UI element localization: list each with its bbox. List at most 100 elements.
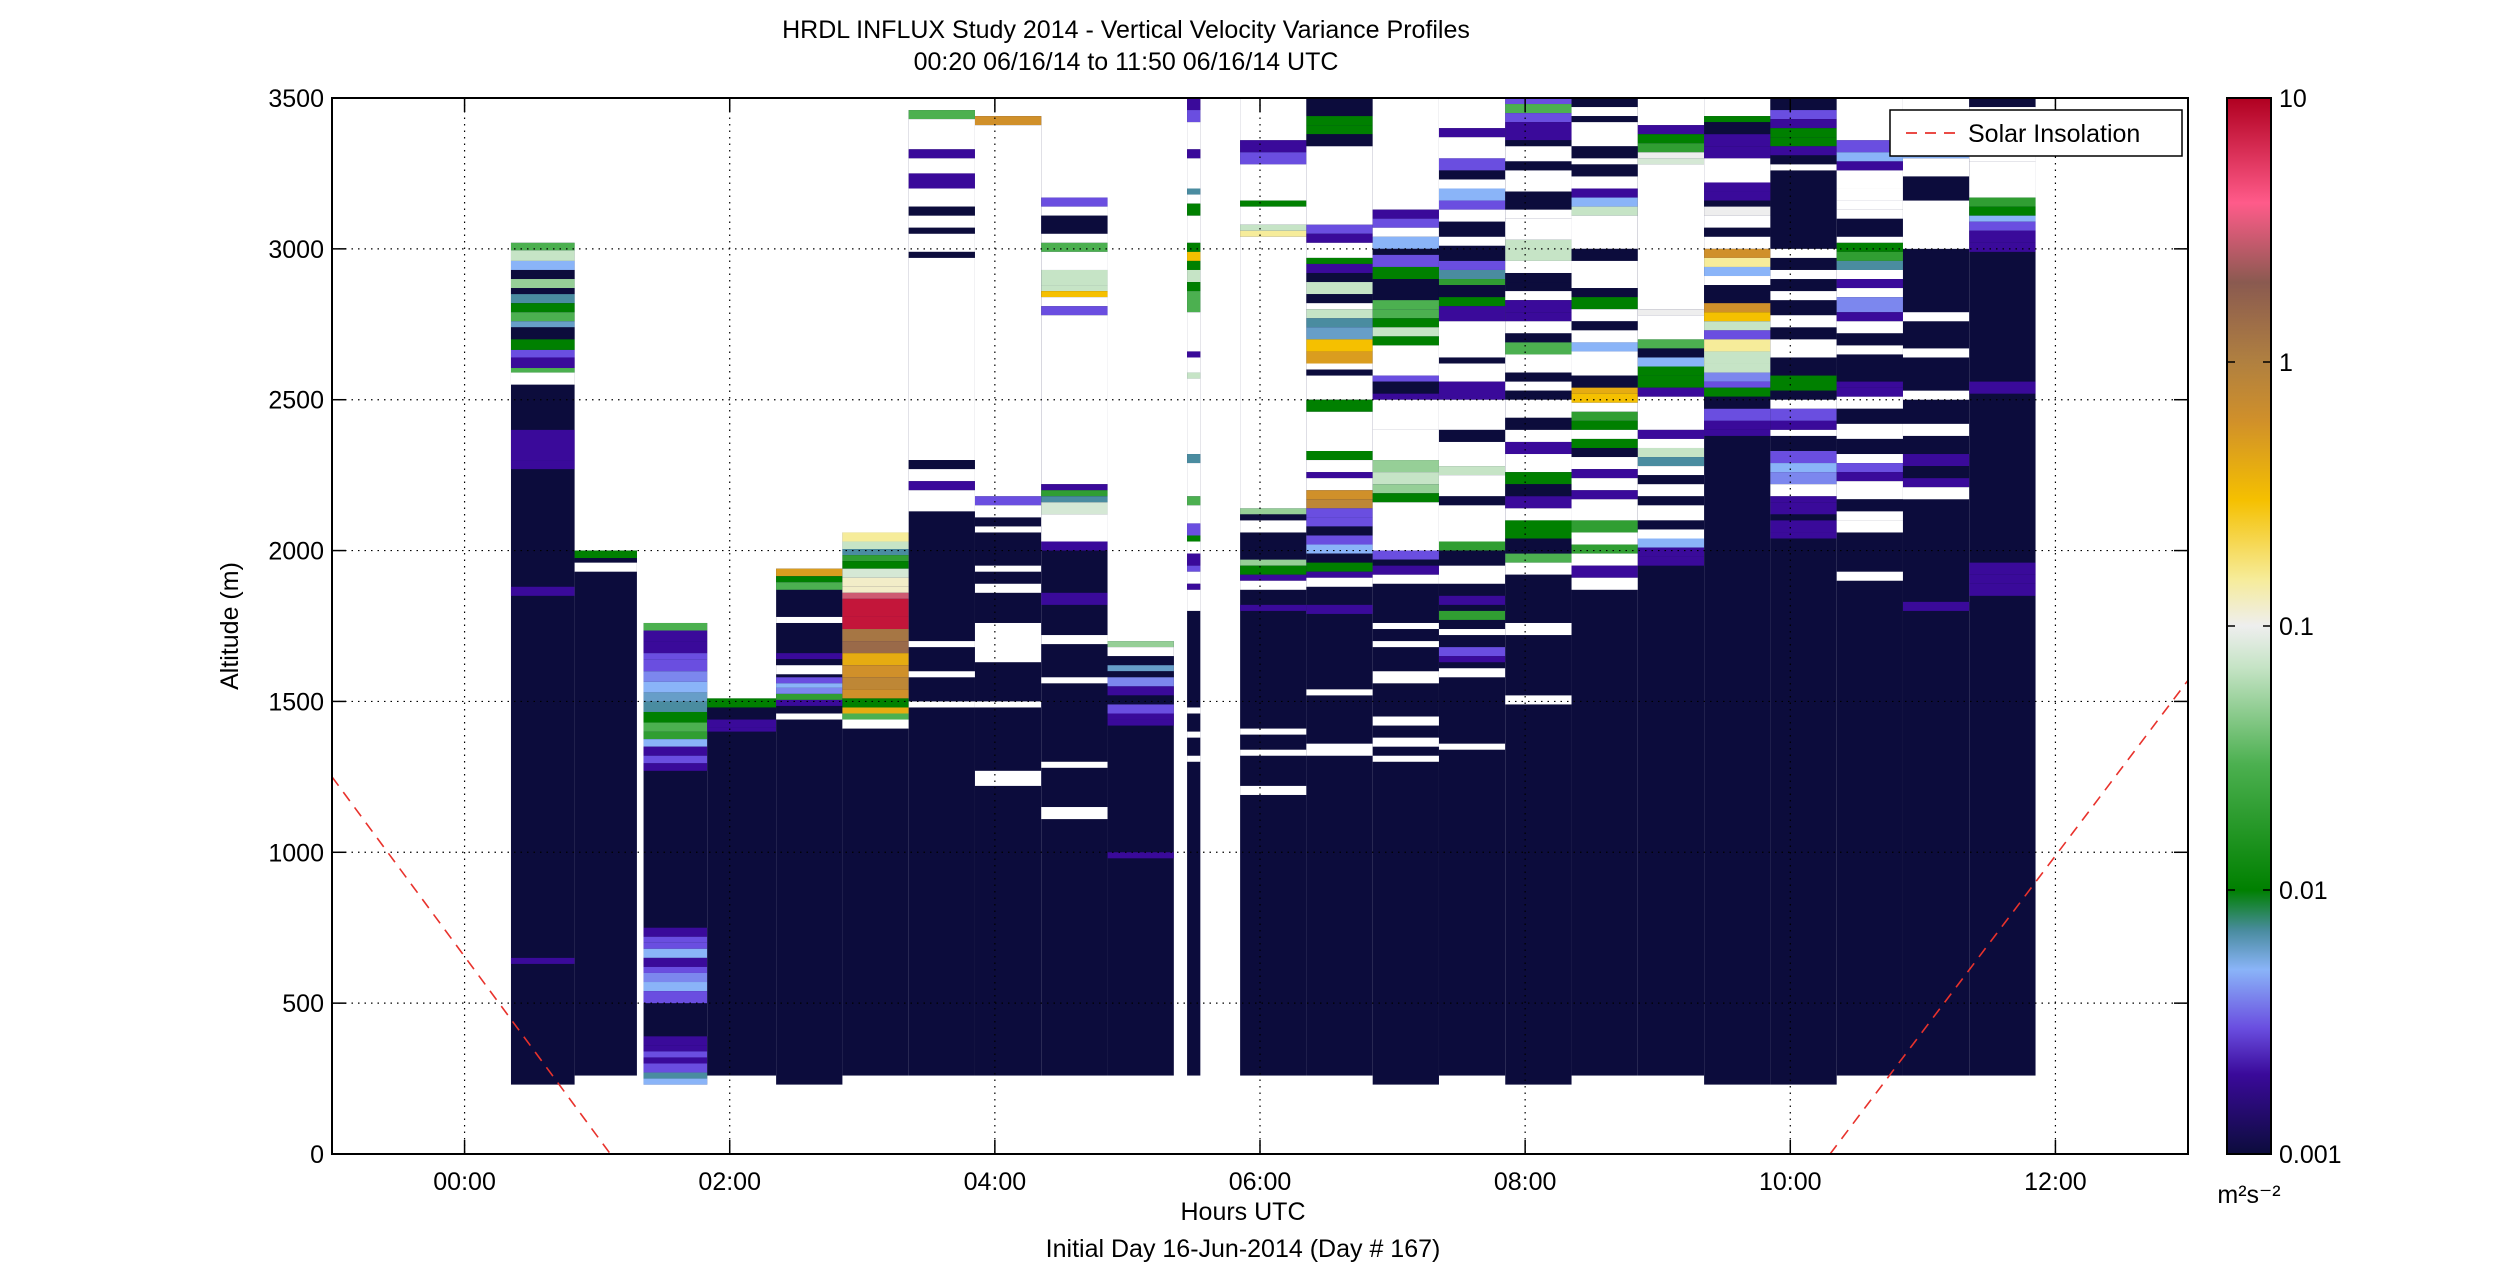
variance-cell <box>1571 351 1638 376</box>
variance-cell <box>1372 550 1439 560</box>
variance-cell <box>1902 466 1970 479</box>
variance-cell <box>1187 122 1201 150</box>
variance-cell <box>1571 565 1638 578</box>
variance-cell <box>842 689 909 699</box>
variance-cell <box>1438 629 1506 636</box>
variance-cell <box>1902 390 1970 400</box>
variance-cell <box>1438 279 1506 286</box>
variance-cell <box>1505 146 1572 162</box>
variance-cell <box>1836 236 1903 243</box>
variance-cell <box>1704 396 1771 409</box>
variance-cell <box>1836 312 1903 322</box>
variance-cell <box>1704 276 1771 286</box>
legend-box <box>1889 109 2183 157</box>
variance-cell <box>643 1063 708 1073</box>
variance-cell <box>1836 571 1903 581</box>
variance-cell <box>776 576 843 583</box>
variance-cell <box>1438 285 1506 298</box>
plot-area: 00:00 02:00 04:00 06:00 08:00 10:00 12:00 0 500… <box>268 85 2189 1196</box>
variance-cell <box>643 659 708 672</box>
variance-cell <box>908 469 975 482</box>
variance-cell <box>1505 574 1572 623</box>
variance-cell <box>908 233 975 252</box>
variance-cell <box>1438 297 1506 307</box>
variance-cell <box>1041 635 1108 645</box>
variance-cell <box>1505 562 1572 575</box>
variance-cell <box>1902 423 1970 436</box>
variance-cell <box>908 110 975 120</box>
variance-cell <box>1041 677 1108 684</box>
variance-cell <box>1505 381 1572 391</box>
variance-cell <box>1505 390 1572 400</box>
variance-cell <box>1836 463 1903 473</box>
solar-insolation-line <box>331 679 2189 1155</box>
variance-cell <box>1306 309 1373 319</box>
variance-cell <box>1372 254 1439 267</box>
variance-cell <box>1902 188 1970 201</box>
variance-cell <box>1836 140 1903 153</box>
variance-cell <box>1372 399 1439 430</box>
variance-cell <box>1704 429 1771 436</box>
variance-cell <box>1836 387 1903 397</box>
variance-cell <box>974 583 1042 593</box>
variance-cell <box>1836 381 1903 388</box>
variance-cell <box>1637 475 1705 485</box>
chart-subtitle: 00:20 06/16/14 to 11:50 06/16/14 UTC <box>914 48 1339 76</box>
variance-cell <box>1571 164 1638 177</box>
variance-cell <box>1306 257 1373 264</box>
variance-cell <box>1187 98 1201 111</box>
variance-cell <box>1107 656 1174 666</box>
y-tick-label: 3000 <box>268 236 324 264</box>
variance-cell <box>643 1045 708 1052</box>
legend-label: Solar Insolation <box>1968 120 2140 148</box>
variance-cell <box>1836 269 1903 280</box>
variance-cell <box>1372 98 1439 210</box>
variance-cell <box>1505 372 1572 382</box>
variance-cell <box>1372 559 1439 566</box>
variance-cell <box>1637 556 1705 566</box>
variance-cell <box>1505 272 1572 283</box>
variance-cell <box>1637 357 1705 367</box>
variance-cell <box>1438 137 1506 159</box>
variance-cell <box>842 641 909 654</box>
variance-cell <box>1505 321 1572 334</box>
variance-cell <box>974 505 1042 518</box>
variance-cell <box>1836 170 1903 189</box>
variance-cell <box>1438 245 1506 261</box>
variance-cell <box>1240 580 1307 590</box>
variance-cell <box>1571 499 1638 521</box>
variance-cell <box>1187 589 1201 611</box>
variance-cell <box>1187 583 1201 590</box>
variance-cell <box>1187 463 1201 497</box>
variance-cell <box>1107 677 1174 687</box>
x-tick-label: 00:00 <box>433 1168 496 1196</box>
variance-cell <box>842 532 909 542</box>
variance-cell <box>1438 559 1506 566</box>
variance-cell <box>1438 595 1506 605</box>
variance-cell <box>1836 297 1903 313</box>
colorbar-tick-label: 0.01 <box>2279 877 2328 905</box>
variance-cell <box>776 699 843 706</box>
variance-cell <box>1571 206 1638 216</box>
variance-cell <box>842 568 909 578</box>
variance-cell <box>643 1072 708 1079</box>
variance-cell <box>1902 487 1970 500</box>
variance-cell <box>1505 333 1572 343</box>
variance-cell <box>1041 215 1108 234</box>
variance-cell <box>1637 315 1705 340</box>
variance-cell <box>1505 484 1572 497</box>
variance-cell <box>842 707 909 714</box>
variance-cell <box>1306 743 1373 756</box>
x-tick-label: 12:00 <box>2024 1168 2087 1196</box>
variance-cell <box>1770 451 1837 464</box>
variance-cell <box>1372 218 1439 228</box>
variance-cell <box>1505 553 1572 563</box>
variance-cell <box>1571 457 1638 470</box>
variance-cell <box>1770 137 1837 147</box>
variance-cell <box>974 770 1042 786</box>
variance-cell <box>1571 158 1638 165</box>
variance-cell <box>643 653 708 660</box>
variance-cell <box>1438 269 1506 280</box>
variance-cell <box>1571 215 1638 249</box>
variance-cell <box>510 260 575 270</box>
